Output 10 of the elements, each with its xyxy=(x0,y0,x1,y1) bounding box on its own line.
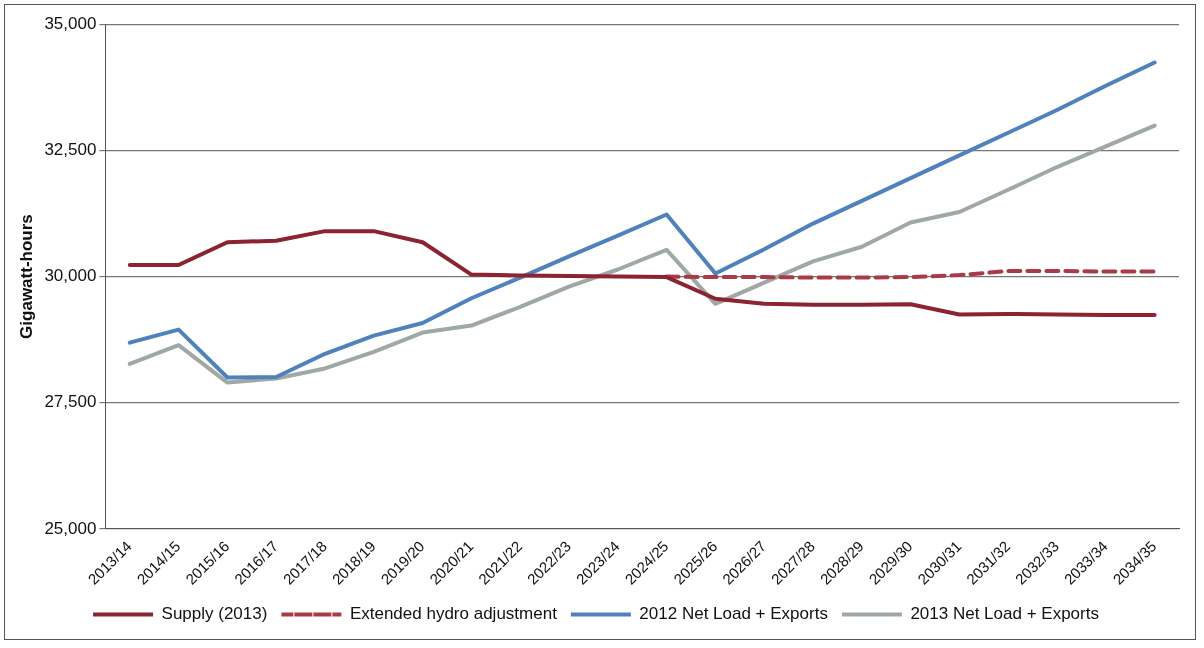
y-tick-label: 32,500 xyxy=(44,140,97,160)
y-tick-label: 25,000 xyxy=(44,518,97,538)
legend-label: Supply (2013) xyxy=(161,604,268,624)
legend-label: Extended hydro adjustment xyxy=(349,604,558,624)
y-tick-label: 30,000 xyxy=(44,266,97,286)
y-tick-label: 35,000 xyxy=(44,13,97,33)
y-tick-label: 27,500 xyxy=(44,392,97,412)
legend-label: 2013 Net Load + Exports xyxy=(910,604,1099,624)
legend-label: 2012 Net Load + Exports xyxy=(639,604,828,624)
y-axis-title: Gigawatt-hours xyxy=(16,214,36,339)
